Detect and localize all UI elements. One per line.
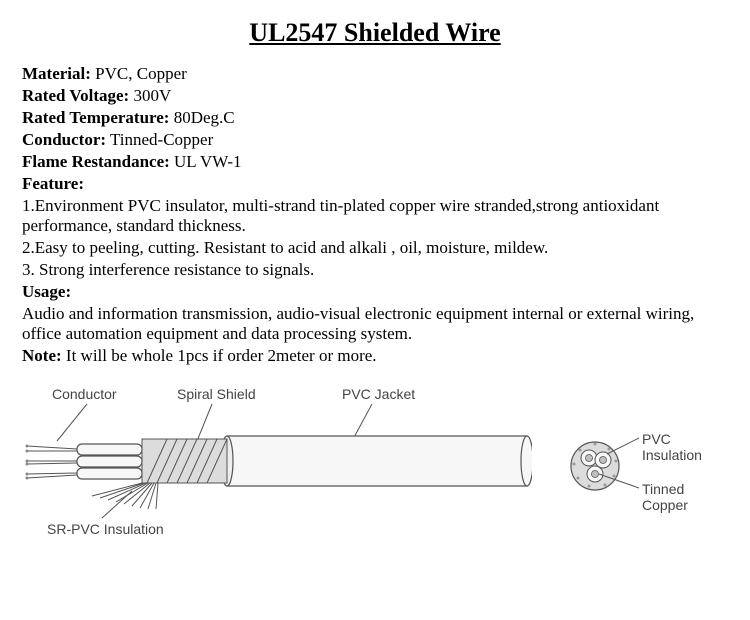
spec-material-value: PVC, Copper: [91, 64, 187, 83]
spec-voltage: Rated Voltage: 300V: [22, 86, 728, 106]
spec-temp-label: Rated Temperature:: [22, 108, 169, 127]
note-text: It will be whole 1pcs if order 2meter or…: [62, 346, 377, 365]
cable-diagram: Conductor Spiral Shield PVC Jacket SR-PV…: [22, 386, 728, 546]
page-title: UL2547 Shielded Wire: [22, 18, 728, 48]
spec-conductor: Conductor: Tinned-Copper: [22, 130, 728, 150]
feature-1: 1.Environment PVC insulator, multi-stran…: [22, 196, 728, 236]
note-line: Note: It will be whole 1pcs if order 2me…: [22, 346, 728, 366]
feature-3: 3. Strong interference resistance to sig…: [22, 260, 728, 280]
cable-cross-section: [567, 416, 747, 536]
spec-flame-label: Flame Restandance:: [22, 152, 170, 171]
cable-side-view: [22, 386, 532, 546]
spec-flame-value: UL VW-1: [170, 152, 242, 171]
spec-flame: Flame Restandance: UL VW-1: [22, 152, 728, 172]
spec-temp-value: 80Deg.C: [169, 108, 234, 127]
feature-2: 2.Easy to peeling, cutting. Resistant to…: [22, 238, 728, 258]
note-label: Note:: [22, 346, 62, 365]
spec-voltage-value: 300V: [129, 86, 171, 105]
usage-heading: Usage:: [22, 282, 728, 302]
spec-temp: Rated Temperature: 80Deg.C: [22, 108, 728, 128]
spec-conductor-label: Conductor:: [22, 130, 106, 149]
usage-label: Usage:: [22, 282, 71, 301]
spec-conductor-value: Tinned-Copper: [106, 130, 213, 149]
spec-material: Material: PVC, Copper: [22, 64, 728, 84]
feature-heading: Feature:: [22, 174, 728, 194]
spec-voltage-label: Rated Voltage:: [22, 86, 129, 105]
feature-label: Feature:: [22, 174, 84, 193]
spec-material-label: Material:: [22, 64, 91, 83]
usage-text: Audio and information transmission, audi…: [22, 304, 728, 344]
